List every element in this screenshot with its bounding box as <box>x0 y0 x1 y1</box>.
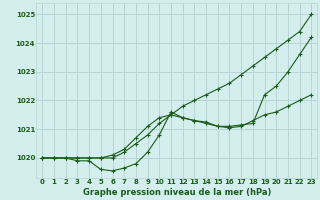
X-axis label: Graphe pression niveau de la mer (hPa): Graphe pression niveau de la mer (hPa) <box>83 188 271 197</box>
